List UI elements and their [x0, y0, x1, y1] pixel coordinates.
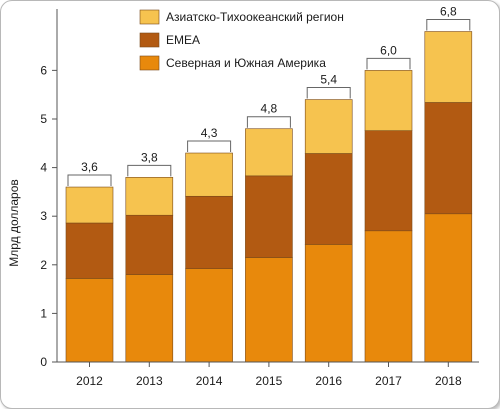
legend-swatch-s0	[139, 55, 160, 71]
total-labels: 3,6 3,8 4,3 4,8 5,4 6,0 6,8	[67, 5, 471, 187]
bar-segment-2018-s0	[424, 213, 473, 363]
bar-segment-2014-s0	[185, 268, 233, 363]
legend-label-s0: Северная и Южная Америка	[166, 56, 326, 70]
legend-swatch-s2	[139, 9, 160, 25]
legend-swatch-s1	[139, 32, 160, 48]
bars	[65, 31, 473, 363]
bar-segment-2017-s1	[364, 130, 413, 232]
bar-segment-2012-s0	[65, 278, 114, 363]
y-tick-label: 2	[40, 258, 47, 272]
x-tick-label-2018: 2018	[435, 374, 462, 388]
total-bracket	[426, 19, 471, 31]
x-axis: 2012 2013 2014 2015 2016 2017 2018	[57, 361, 479, 388]
x-tick-label-2016: 2016	[315, 374, 342, 388]
bar-segment-2014-s1	[185, 195, 233, 269]
total-label-2018: 6,8	[440, 5, 457, 19]
total-label-2016: 5,4	[320, 73, 337, 87]
bar-segment-2013-s0	[125, 274, 174, 363]
bar-segment-2018-s1	[424, 102, 473, 215]
total-label-2013: 3,8	[141, 150, 158, 164]
total-bracket	[306, 87, 351, 99]
y-tick-label: 0	[40, 355, 47, 369]
bar-segment-2015-s1	[245, 175, 293, 258]
y-tick-label: 5	[40, 112, 47, 126]
total-bracket	[187, 140, 232, 153]
bar-segment-2014-s2	[185, 152, 233, 197]
bar-segment-2018-s2	[424, 31, 473, 103]
bar-segment-2017-s2	[364, 70, 413, 131]
total-label-2017: 6,0	[380, 43, 397, 57]
total-bracket	[67, 174, 112, 187]
x-tick-label-2015: 2015	[256, 374, 283, 388]
bar-segment-2012-s2	[65, 186, 114, 224]
y-tick-label: 6	[40, 63, 47, 77]
total-label-2015: 4,8	[261, 102, 278, 116]
total-bracket	[127, 164, 172, 177]
bar-segment-2015-s2	[245, 128, 293, 177]
y-tick-label: 1	[40, 306, 47, 320]
y-tick-label: 4	[40, 161, 47, 175]
y-axis: 0 1 2 3 4 5 6	[40, 9, 58, 369]
total-label-2014: 4,3	[201, 126, 218, 140]
total-bracket	[246, 116, 291, 128]
legend: Азиатско-Тихоокеанский регион EMEA Северна…	[139, 9, 344, 71]
total-label-2012: 3,6	[81, 160, 98, 174]
bar-segment-2017-s0	[364, 230, 413, 363]
total-bracket	[366, 57, 411, 70]
x-tick-label-2012: 2012	[76, 374, 103, 388]
legend-label-s1: EMEA	[166, 33, 200, 47]
bar-segment-2013-s2	[125, 177, 174, 216]
x-tick-label-2013: 2013	[136, 374, 163, 388]
bar-segment-2016-s0	[304, 244, 353, 363]
bar-segment-2012-s1	[65, 222, 114, 279]
x-tick-label-2017: 2017	[375, 374, 402, 388]
bar-segment-2013-s1	[125, 214, 174, 275]
bar-segment-2016-s1	[304, 153, 353, 245]
x-tick-label-2014: 2014	[196, 374, 223, 388]
y-axis-title: Млрд долларов	[7, 179, 21, 267]
legend-label-s2: Азиатско-Тихоокеанский регион	[166, 10, 344, 24]
bar-segment-2016-s2	[304, 99, 353, 154]
y-tick-label: 3	[40, 209, 47, 223]
bar-segment-2015-s0	[245, 257, 293, 363]
